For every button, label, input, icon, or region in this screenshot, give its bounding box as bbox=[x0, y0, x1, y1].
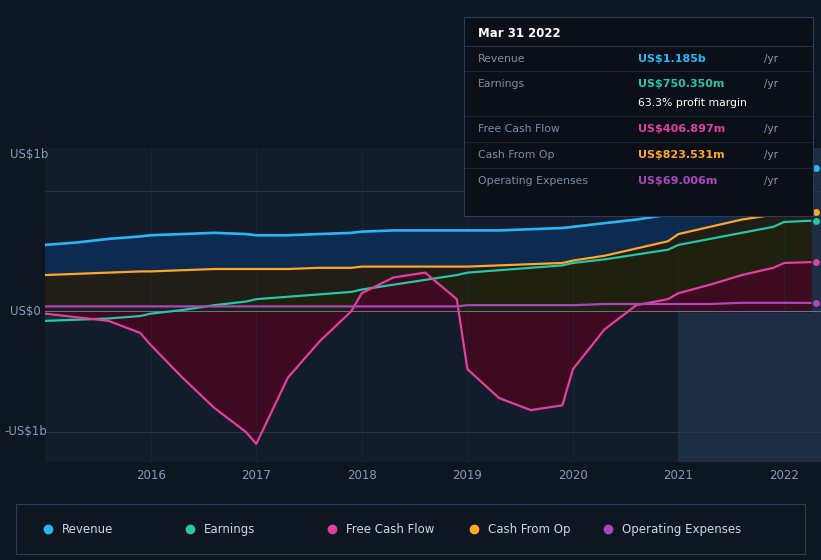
Text: 63.3% profit margin: 63.3% profit margin bbox=[639, 98, 747, 108]
Text: US$406.897m: US$406.897m bbox=[639, 124, 726, 134]
Text: US$69.006m: US$69.006m bbox=[639, 176, 718, 186]
Text: /yr: /yr bbox=[764, 54, 778, 63]
Text: US$1b: US$1b bbox=[10, 148, 48, 161]
Text: Mar 31 2022: Mar 31 2022 bbox=[478, 27, 561, 40]
Text: /yr: /yr bbox=[764, 124, 778, 134]
Text: Cash From Op: Cash From Op bbox=[488, 522, 571, 536]
Text: Operating Expenses: Operating Expenses bbox=[478, 176, 588, 186]
Text: Cash From Op: Cash From Op bbox=[478, 150, 554, 160]
Text: Earnings: Earnings bbox=[204, 522, 255, 536]
Text: Operating Expenses: Operating Expenses bbox=[621, 522, 741, 536]
Text: /yr: /yr bbox=[764, 80, 778, 90]
Text: /yr: /yr bbox=[764, 150, 778, 160]
Text: US$0: US$0 bbox=[10, 305, 40, 318]
Text: Revenue: Revenue bbox=[62, 522, 113, 536]
Text: Earnings: Earnings bbox=[478, 80, 525, 90]
Text: US$823.531m: US$823.531m bbox=[639, 150, 725, 160]
Bar bbox=[678, 148, 821, 462]
Text: US$750.350m: US$750.350m bbox=[639, 80, 725, 90]
Text: Free Cash Flow: Free Cash Flow bbox=[478, 124, 560, 134]
Text: US$1.185b: US$1.185b bbox=[639, 54, 706, 63]
Text: /yr: /yr bbox=[764, 176, 778, 186]
Text: -US$1b: -US$1b bbox=[4, 426, 47, 438]
Text: Revenue: Revenue bbox=[478, 54, 525, 63]
Text: Free Cash Flow: Free Cash Flow bbox=[346, 522, 434, 536]
